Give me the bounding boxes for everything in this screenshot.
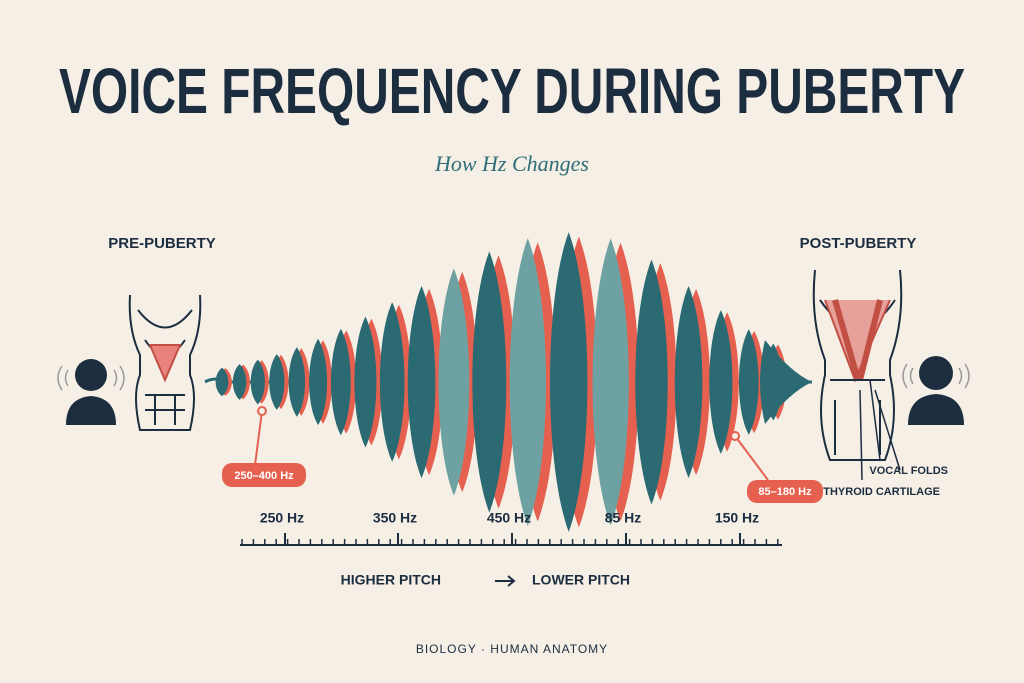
waveform [204, 232, 812, 532]
left-label: PRE-PUBERTY [108, 235, 216, 252]
title: VOICE FREQUENCY DURING PUBERTY [59, 55, 965, 127]
wave-lobe [509, 238, 546, 526]
wave-lobe [288, 347, 306, 417]
wave-lobe [738, 329, 759, 435]
child-icon [57, 359, 125, 425]
wave-lobe [232, 364, 247, 400]
wave-lobe [407, 285, 436, 479]
scale-label: 250 Hz [260, 510, 304, 526]
annotation: VOCAL FOLDS [869, 465, 948, 477]
scale-label: 150 Hz [715, 510, 759, 526]
wave-lobe [674, 285, 703, 479]
footer: BIOLOGY · HUMAN ANATOMY [416, 642, 608, 656]
right-label: POST-PUBERTY [800, 235, 917, 252]
child-larynx [128, 294, 202, 431]
range-pointer: 85–180 Hz [730, 431, 823, 503]
wave-lobe [472, 251, 507, 513]
wave-lobe [250, 359, 265, 405]
range-label: 250–400 Hz [234, 470, 294, 482]
wave-lobe [635, 259, 668, 505]
adult-icon [902, 356, 970, 425]
annotation: THYROID CARTILAGE [823, 486, 940, 498]
wave-lobe [709, 310, 733, 454]
wave-lobe [309, 338, 328, 426]
range-pointer: 250–400 Hz [222, 406, 306, 487]
wave-lobe [215, 367, 229, 397]
wave-end [760, 340, 812, 424]
ruler [240, 533, 782, 546]
caption-start: HIGHER PITCH [341, 572, 441, 588]
wave-lobe [330, 328, 351, 436]
range-label: 85–180 Hz [758, 486, 812, 498]
wave-lobe [379, 302, 405, 462]
scale-label: 450 Hz [487, 510, 531, 526]
wave-lobe [269, 354, 285, 410]
wave-lobe [438, 268, 470, 496]
wave-lobe [592, 238, 629, 526]
subtitle: How Hz Changes [434, 151, 589, 176]
arrow [495, 575, 516, 587]
scale-label: 350 Hz [373, 510, 417, 526]
wave-lobe [354, 316, 377, 448]
scale-label: 85 Hz [605, 510, 642, 526]
wave-lobe [549, 232, 588, 532]
adult-larynx [812, 269, 903, 481]
caption-end: LOWER PITCH [532, 572, 630, 588]
